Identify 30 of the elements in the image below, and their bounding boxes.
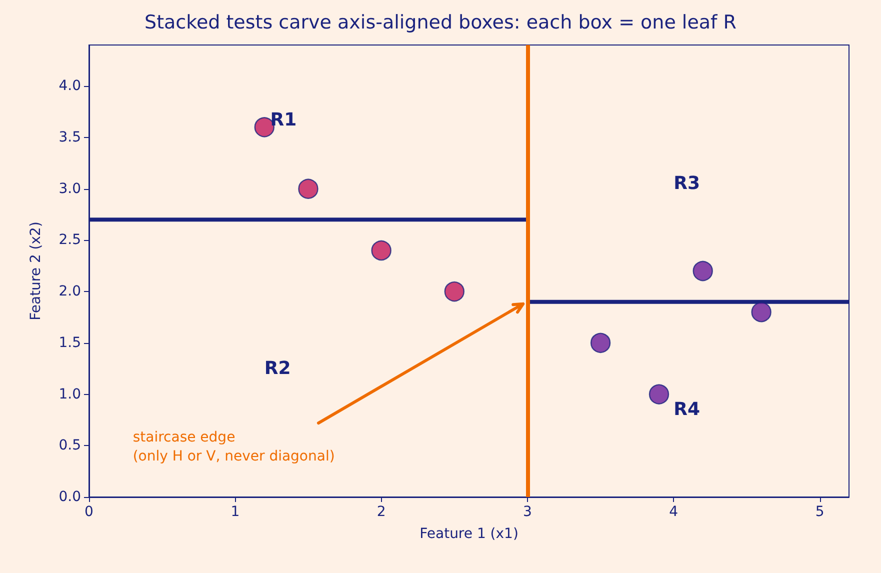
point xyxy=(371,240,392,261)
y-tick-label: 2.5 xyxy=(58,232,81,248)
x-tick-label: 2 xyxy=(376,504,386,520)
annotation: R4 xyxy=(674,399,700,420)
x-tick-label: 3 xyxy=(523,504,532,520)
x-tick-label: 0 xyxy=(84,504,94,520)
point xyxy=(590,332,611,354)
point xyxy=(751,302,772,322)
y-tick-label: 3.0 xyxy=(58,180,81,197)
x-tick-label: 5 xyxy=(815,504,824,520)
y-tick-label: 1.5 xyxy=(58,334,81,351)
x-tick-label: 1 xyxy=(230,504,240,520)
point xyxy=(692,260,713,282)
y-tick-label: 4.0 xyxy=(58,78,81,94)
x-axis-title: Feature 1 (x1) xyxy=(420,526,518,542)
annotation: R3 xyxy=(674,173,700,194)
y-tick-label: 1.0 xyxy=(58,386,81,402)
y-tick-label: 0.5 xyxy=(58,438,81,454)
y-tick-label: 3.5 xyxy=(58,129,81,146)
point xyxy=(648,384,670,404)
chart-title: Stacked tests carve axis-aligned boxes: each box = one leaf R xyxy=(144,12,736,34)
point xyxy=(444,281,464,302)
annotation: R1 xyxy=(270,109,297,130)
y-tick-label: 0.0 xyxy=(58,489,81,505)
annotation: R2 xyxy=(264,358,291,380)
x-tick-label: 4 xyxy=(669,504,678,520)
y-axis-title: Feature 2 (x2) xyxy=(28,222,44,320)
y-tick-label: 2.0 xyxy=(58,284,81,300)
annotation: staircase edge (only H or V, never diagonal) xyxy=(132,430,335,465)
point xyxy=(298,178,318,199)
